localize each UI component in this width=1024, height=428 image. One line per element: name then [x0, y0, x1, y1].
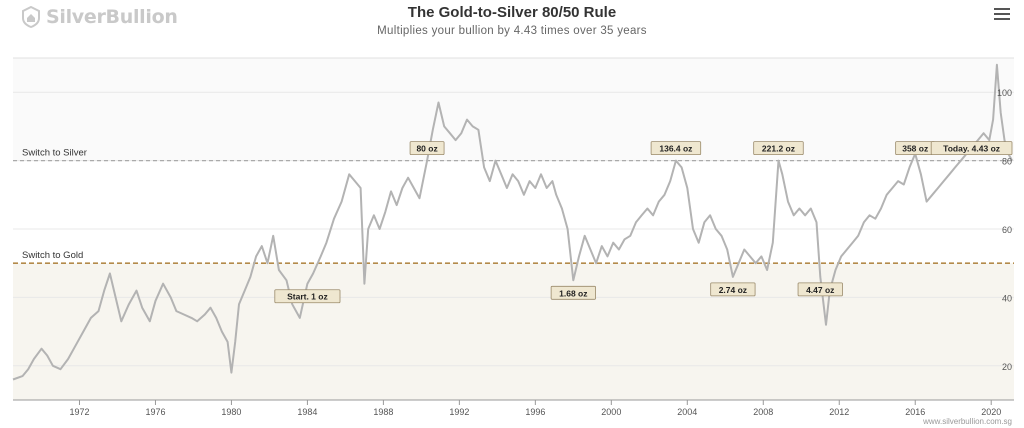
- annotation-box: [409, 141, 445, 156]
- x-tick-label: 1996: [525, 407, 545, 417]
- annotation-box: [274, 289, 341, 304]
- x-tick-label: 2004: [677, 407, 697, 417]
- annotation-box: [930, 141, 1013, 156]
- lower-band: [13, 263, 1014, 400]
- x-tick-label: 1992: [449, 407, 469, 417]
- y-tick-label: 100: [997, 88, 1012, 98]
- y-tick-label: 40: [1002, 293, 1012, 303]
- annotation-box: [797, 282, 843, 297]
- y-tick-label: 60: [1002, 225, 1012, 235]
- x-tick-label: 2000: [601, 407, 621, 417]
- annotation-label: 4.47 oz: [806, 285, 834, 295]
- annotation-label: 80 oz: [416, 144, 437, 154]
- house-shield-icon: [22, 6, 40, 28]
- annotation-label: Start. 1 oz: [287, 292, 328, 302]
- y-tick-label: 20: [1002, 362, 1012, 372]
- hamburger-menu-icon[interactable]: [994, 8, 1010, 21]
- brand-name: SilverBullion: [46, 6, 178, 28]
- annotation-box: [753, 141, 804, 156]
- annotation-box: [895, 141, 936, 156]
- chart-subtitle: Multiplies your bullion by 4.43 times ov…: [377, 25, 647, 37]
- annotation-label: 2.74 oz: [719, 285, 747, 295]
- annotation-label: 1.68 oz: [559, 288, 587, 298]
- annotation-box: [550, 285, 596, 300]
- annotation-label: 136.4 oz: [659, 144, 692, 154]
- y-tick-label: 80: [1002, 157, 1012, 167]
- upper-band: [13, 58, 1014, 161]
- annotation-box: [650, 141, 702, 156]
- x-tick-label: 1984: [297, 407, 317, 417]
- source-credit: www.silverbullion.com.sg: [923, 417, 1012, 426]
- brand-logo: SilverBullion: [22, 6, 178, 28]
- x-tick-label: 1980: [221, 407, 241, 417]
- annotation-box: [710, 282, 756, 297]
- annotation-label: Today. 4.43 oz: [943, 144, 1000, 154]
- annotation-label: 221.2 oz: [762, 144, 795, 154]
- x-tick-label: 2016: [905, 407, 925, 417]
- ratio-series-line: [12, 63, 1013, 381]
- annotation-label: 358 oz: [902, 144, 928, 154]
- x-tick-label: 1972: [69, 407, 89, 417]
- chart-title: The Gold-to-Silver 80/50 Rule: [407, 4, 617, 21]
- x-tick-label: 2020: [981, 407, 1001, 417]
- switch-to-gold-label: Switch to Gold: [22, 250, 83, 261]
- x-tick-label: 2008: [753, 407, 773, 417]
- x-tick-label: 1988: [373, 407, 393, 417]
- x-tick-label: 2012: [829, 407, 849, 417]
- switch-to-silver-label: Switch to Silver: [22, 148, 87, 159]
- x-tick-label: 1976: [145, 407, 165, 417]
